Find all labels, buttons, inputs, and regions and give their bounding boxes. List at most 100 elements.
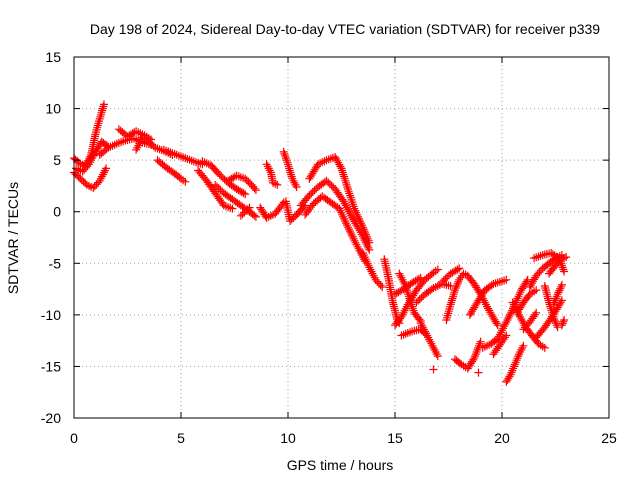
- data-point: [324, 178, 333, 187]
- data-point: [349, 234, 358, 243]
- data-point: [501, 320, 510, 329]
- x-axis-label: GPS time / hours: [287, 457, 394, 473]
- data-point: [494, 332, 503, 341]
- data-point: [417, 293, 426, 302]
- data-point: [305, 191, 314, 200]
- data-point: [399, 277, 408, 286]
- data-point: [132, 145, 141, 154]
- data-point: [559, 265, 568, 274]
- data-point: [214, 184, 223, 193]
- data-point: [135, 139, 144, 148]
- data-point: [423, 331, 432, 340]
- data-point: [553, 290, 562, 299]
- data-point: [338, 166, 347, 175]
- data-point: [365, 238, 374, 247]
- y-tick-label: -10: [41, 307, 61, 323]
- data-point: [540, 343, 549, 352]
- data-point: [374, 279, 383, 288]
- data-point: [414, 296, 423, 305]
- data-point: [412, 298, 421, 307]
- data-point: [475, 339, 484, 348]
- data-point: [344, 225, 353, 234]
- y-axis-label: SDTVAR / TECUs: [5, 182, 21, 294]
- data-point: [532, 271, 541, 280]
- data-point: [363, 234, 372, 243]
- data-point: [366, 265, 375, 274]
- data-point: [433, 352, 442, 361]
- data-point: [347, 231, 356, 239]
- data-point: [351, 206, 360, 215]
- y-tick-label: 0: [53, 204, 61, 220]
- data-point: [273, 180, 282, 189]
- data-point: [358, 223, 367, 232]
- data-point: [343, 205, 352, 214]
- data-point: [487, 281, 496, 290]
- x-tick-label: 5: [177, 430, 185, 446]
- data-point: [432, 350, 441, 359]
- data-point: [517, 315, 526, 323]
- data-point: [555, 286, 564, 295]
- data-point: [376, 281, 385, 290]
- data-point: [325, 180, 334, 189]
- data-point: [250, 184, 259, 193]
- axis-ticks: 0 5 10 15 20 25 -20 -15 -10 -5 0 5 10 15: [41, 49, 617, 446]
- data-point: [396, 271, 405, 280]
- data-point: [510, 362, 518, 371]
- data-point: [215, 170, 224, 179]
- data-point: [228, 204, 237, 213]
- data-point: [238, 210, 247, 219]
- data-point: [508, 298, 517, 307]
- plot-frame: [73, 56, 610, 419]
- data-point: [342, 219, 350, 228]
- data-point: [415, 274, 423, 283]
- data-point: [473, 345, 482, 354]
- y-tick-label: -20: [41, 410, 61, 426]
- data-point: [505, 312, 514, 320]
- data-point: [507, 368, 516, 377]
- data-point: [242, 206, 251, 215]
- data-point: [353, 242, 362, 251]
- x-tick-label: 20: [494, 430, 510, 446]
- data-point: [471, 352, 479, 361]
- data-point: [281, 154, 290, 163]
- data-point: [453, 265, 462, 274]
- data-point: [322, 176, 331, 185]
- data-point: [439, 276, 448, 285]
- data-point: [417, 321, 426, 330]
- data-point: [474, 368, 483, 377]
- data-point: [551, 296, 560, 305]
- data-point: [505, 372, 514, 381]
- data-point: [397, 312, 406, 321]
- data-point: [225, 175, 234, 184]
- data-point: [339, 170, 348, 179]
- data-point: [476, 337, 485, 346]
- data-point: [556, 284, 565, 293]
- data-point: [532, 308, 541, 317]
- y-tick-label: 5: [53, 152, 61, 168]
- data-point: [450, 267, 459, 276]
- data-point: [554, 288, 563, 297]
- data-point: [239, 189, 248, 198]
- data-point: [251, 186, 260, 195]
- data-point: [359, 225, 368, 234]
- data-point: [504, 314, 513, 322]
- data-point: [236, 211, 245, 220]
- data-point: [443, 272, 452, 281]
- data-point: [558, 319, 567, 328]
- data-point: [553, 323, 562, 332]
- data-point: [360, 227, 369, 236]
- data-point: [280, 150, 289, 158]
- data-point: [181, 177, 190, 186]
- grid-lines: [74, 57, 609, 418]
- data-point: [346, 229, 355, 237]
- data-point: [327, 181, 336, 190]
- data-point: [100, 168, 108, 177]
- data-point: [336, 206, 345, 215]
- data-point: [556, 298, 565, 307]
- data-point: [336, 162, 345, 171]
- data-point: [100, 100, 108, 109]
- data-point: [429, 343, 438, 352]
- data-point: [514, 352, 523, 361]
- data-point: [361, 229, 370, 237]
